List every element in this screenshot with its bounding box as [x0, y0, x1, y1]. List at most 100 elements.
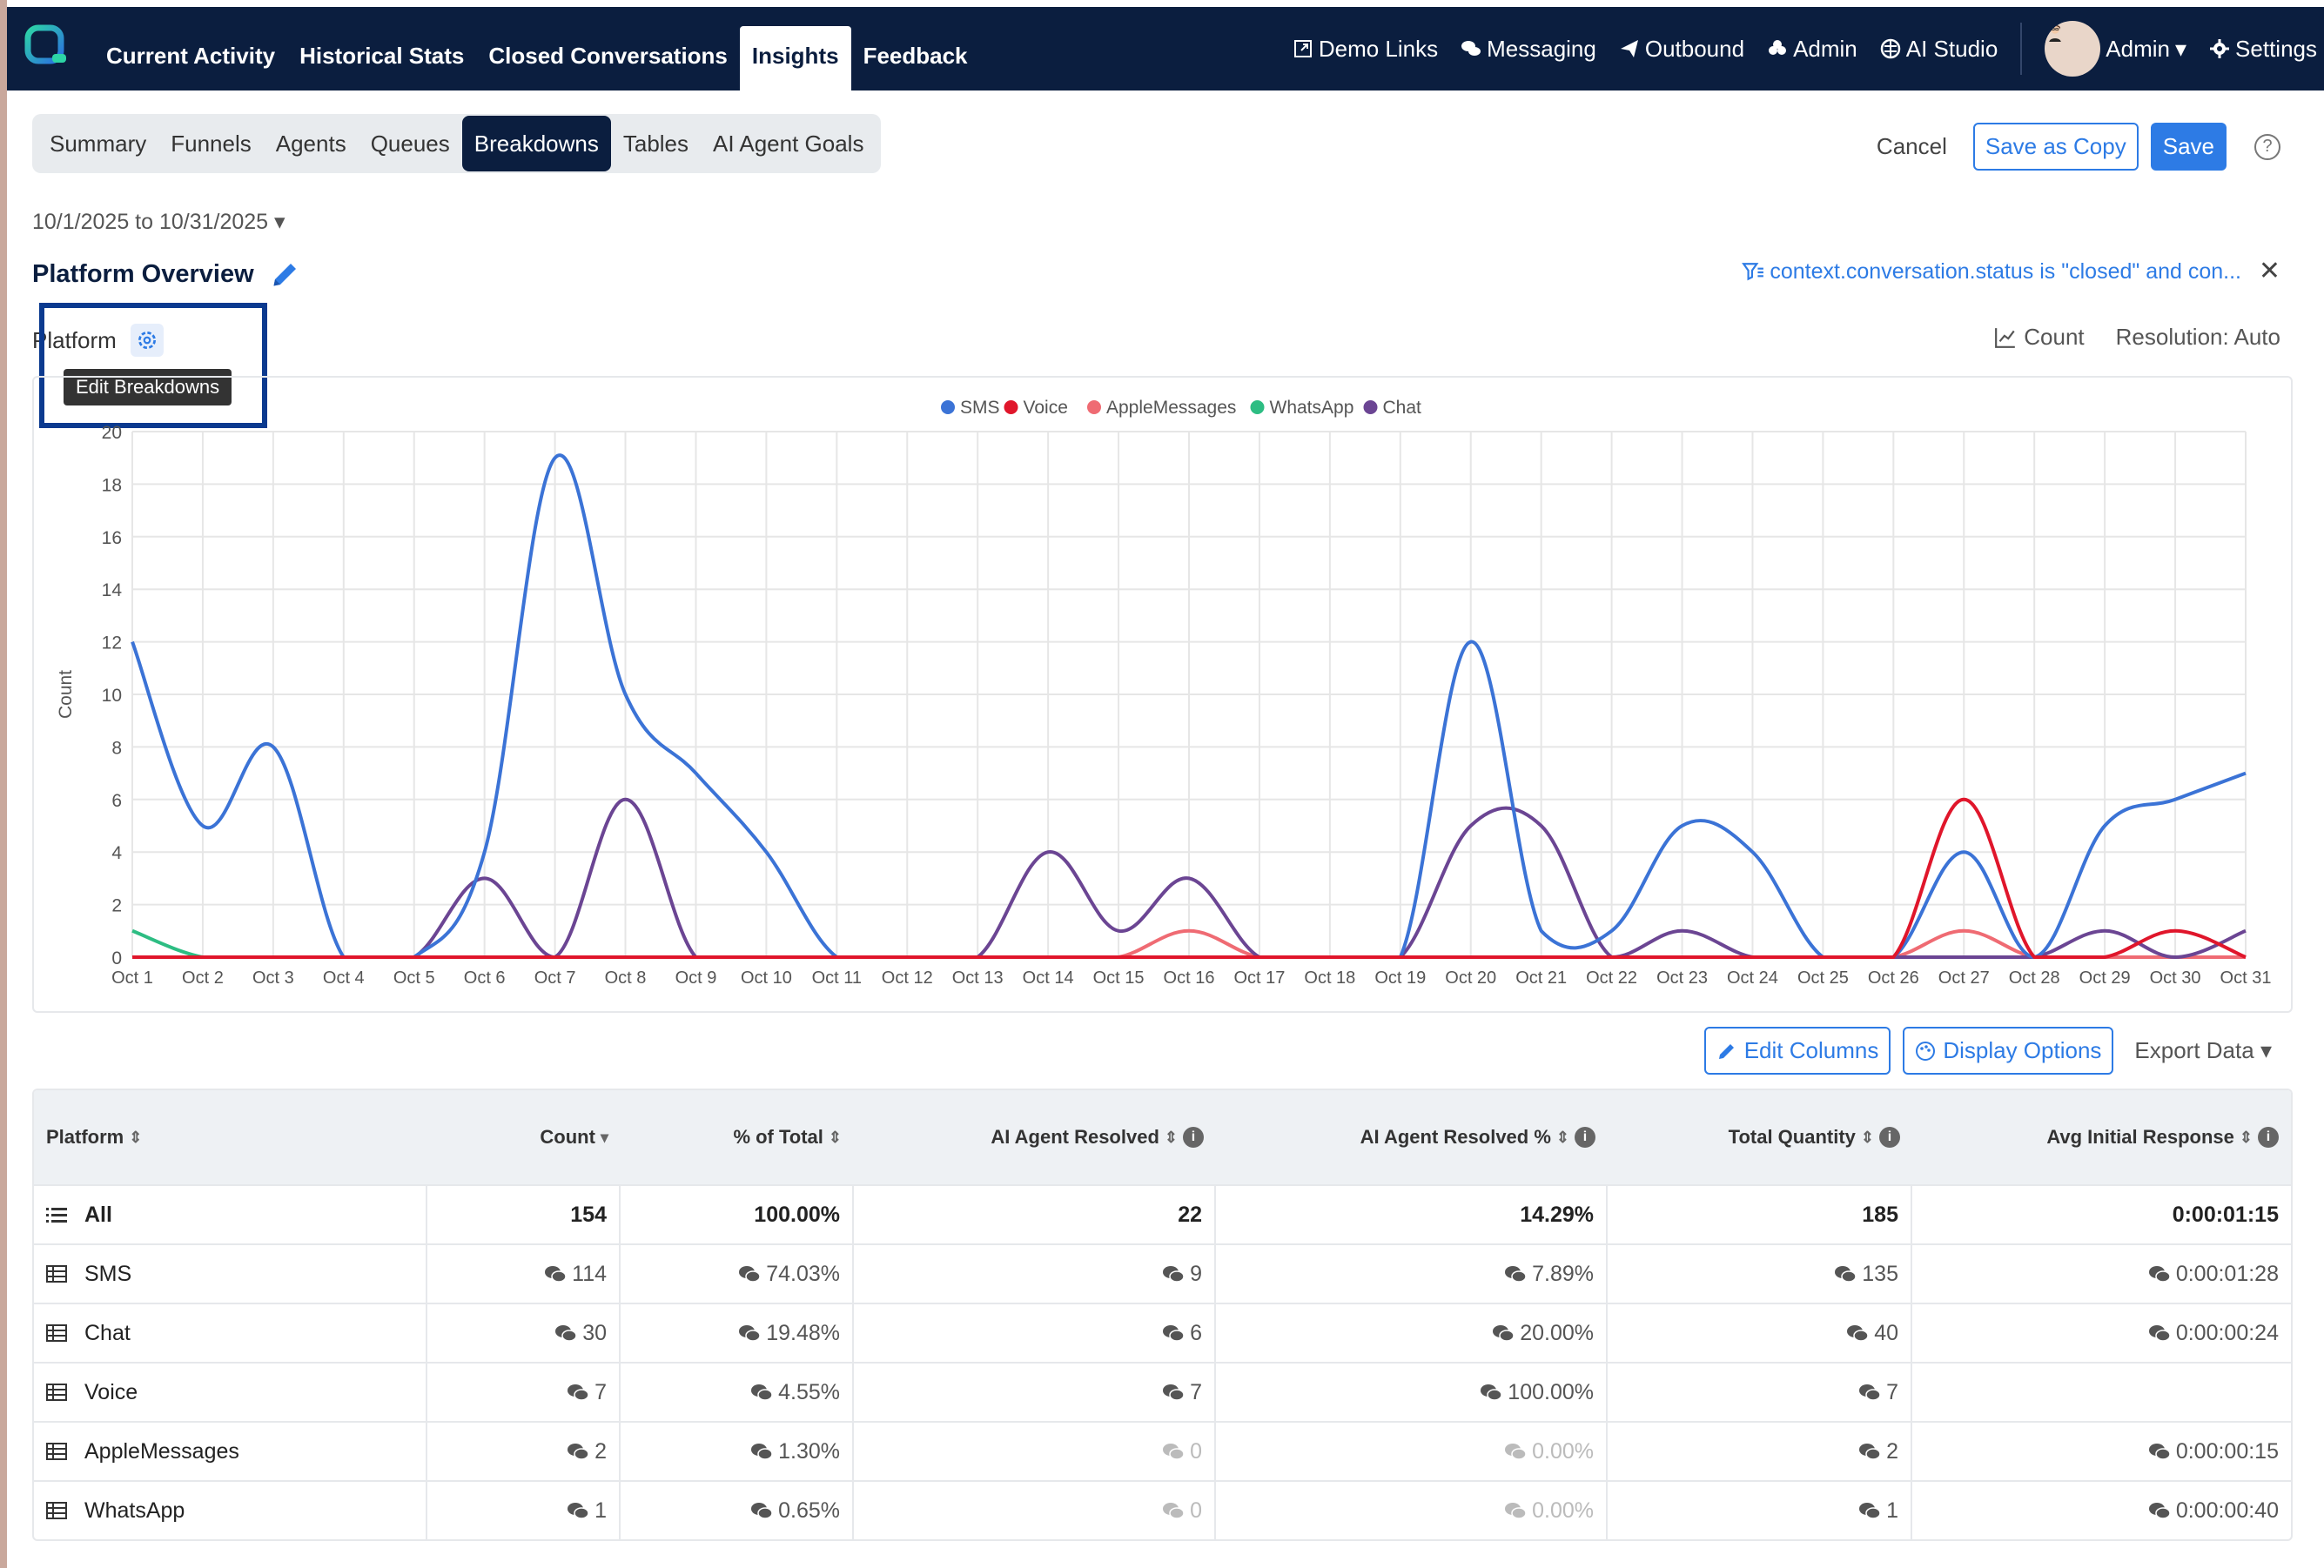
metric-selector[interactable]: Count	[1994, 324, 2085, 351]
help-icon[interactable]: ?	[2254, 133, 2280, 160]
table-icon	[46, 1324, 67, 1342]
tab-funnels[interactable]: Funnels	[171, 130, 252, 157]
table-row[interactable]: WhatsApp 1 0.65% 0 0.00% 1 0:00:00:40	[34, 1480, 2291, 1539]
table-row[interactable]: AppleMessages 2 1.30% 0 0.00% 2 0:00:00:15	[34, 1421, 2291, 1480]
x-tick-label: Oct 23	[1656, 968, 1708, 988]
nav-insights[interactable]: Insights	[739, 26, 851, 90]
admin-link[interactable]: Admin	[1767, 36, 1857, 63]
x-tick-label: Oct 1	[111, 968, 153, 988]
settings-link[interactable]: Settings	[2209, 36, 2317, 63]
column-header[interactable]: AI Agent Resolved % ⇕ i	[1216, 1090, 1608, 1184]
cell-value: 154	[570, 1202, 607, 1227]
platform-name: WhatsApp	[84, 1498, 185, 1523]
platform-cell: All	[34, 1186, 427, 1243]
y-tick-label: 2	[111, 896, 122, 916]
list-icon	[46, 1208, 67, 1223]
x-tick-label: Oct 19	[1374, 968, 1426, 988]
user-menu[interactable]: Admin ▾	[2045, 21, 2186, 77]
y-tick-label: 20	[102, 423, 122, 443]
date-range-picker[interactable]: 10/1/2025 to 10/31/2025 ▾	[32, 209, 285, 235]
table-cell: 0.00%	[1216, 1423, 1608, 1480]
filter-summary[interactable]: context.conversation.status is "closed" …	[1742, 259, 2241, 285]
legend-item: WhatsApp	[1270, 398, 1354, 418]
chat-bubbles-icon	[751, 1503, 773, 1519]
sort-icon[interactable]: ⇕	[828, 1128, 842, 1146]
resolution-selector[interactable]: Resolution: Auto	[2115, 324, 2280, 350]
table-cell: 0.65%	[621, 1482, 854, 1539]
sort-icon[interactable]: ⇕	[1860, 1128, 1874, 1146]
pencil-icon	[1718, 1043, 1734, 1059]
info-icon[interactable]: i	[2258, 1127, 2279, 1148]
column-header[interactable]: Count ▾	[427, 1090, 621, 1184]
table-row[interactable]: Chat 30 19.48% 6 20.00% 40 0:00:00:24	[34, 1303, 2291, 1362]
table-cell: 185	[1608, 1186, 1912, 1243]
tab-ai-agent-goals[interactable]: AI Agent Goals	[713, 130, 864, 157]
pencil-icon[interactable]	[270, 258, 301, 290]
table-row[interactable]: Voice 7 4.55% 7 100.00% 7	[34, 1362, 2291, 1421]
edit-columns-button[interactable]: Edit Columns	[1703, 1027, 1891, 1075]
table-cell: 1	[427, 1482, 621, 1539]
table-cell: 0:00:00:24	[1912, 1304, 2291, 1362]
outbound-label: Outbound	[1644, 35, 1745, 62]
cell-value: 100.00%	[754, 1202, 840, 1227]
gear-icon	[2210, 39, 2230, 58]
chat-bubbles-icon	[555, 1325, 577, 1342]
y-tick-label: 14	[102, 580, 123, 600]
messaging-link[interactable]: Messaging	[1461, 36, 1596, 63]
nav-historical-stats[interactable]: Historical Stats	[299, 43, 465, 69]
ai-studio-link[interactable]: AI Studio	[1880, 36, 1998, 63]
table-row[interactable]: SMS 114 74.03% 9 7.89% 135 0:00:01:28	[34, 1243, 2291, 1303]
y-tick-label: 16	[102, 528, 122, 548]
app-logo-icon[interactable]	[24, 24, 70, 70]
close-icon[interactable]: ✕	[2258, 257, 2280, 285]
info-icon[interactable]: i	[1879, 1127, 1900, 1148]
table-row[interactable]: All 154 100.00% 22 14.29% 185 0:00:01:15	[34, 1184, 2291, 1243]
x-tick-label: Oct 25	[1797, 968, 1849, 988]
edit-breakdowns-tooltip: Edit Breakdowns	[64, 369, 232, 405]
sort-icon[interactable]: ⇕	[1164, 1128, 1178, 1146]
column-header-label: Total Quantity	[1728, 1126, 1856, 1148]
sort-icon[interactable]: ⇕	[129, 1128, 143, 1146]
tab-breakdowns[interactable]: Breakdowns	[461, 116, 611, 171]
tab-queues[interactable]: Queues	[370, 130, 450, 157]
cell-value: 4.55%	[778, 1379, 840, 1404]
chat-bubbles-icon	[1859, 1503, 1881, 1519]
tab-agents[interactable]: Agents	[275, 130, 346, 157]
tab-summary[interactable]: Summary	[50, 130, 147, 157]
table-cell: 114	[427, 1245, 621, 1303]
column-header[interactable]: AI Agent Resolved ⇕ i	[854, 1090, 1216, 1184]
nav-current-activity[interactable]: Current Activity	[106, 43, 276, 69]
caret-down-icon: ▾	[2260, 1037, 2272, 1063]
sort-icon[interactable]: ⇕	[2239, 1128, 2253, 1146]
outbound-link[interactable]: Outbound	[1619, 36, 1744, 63]
column-header[interactable]: % of Total ⇕	[621, 1090, 854, 1184]
save-as-copy-button[interactable]: Save as Copy	[1972, 123, 2139, 171]
sort-icon[interactable]: ⇕	[1555, 1128, 1569, 1146]
info-icon[interactable]: i	[1183, 1127, 1204, 1148]
table-cell: 40	[1608, 1304, 1912, 1362]
cell-value: 30	[582, 1320, 607, 1345]
sort-desc-icon[interactable]: ▾	[600, 1128, 608, 1146]
cancel-button[interactable]: Cancel	[1876, 133, 1947, 159]
x-tick-label: Oct 6	[464, 968, 506, 988]
tab-tables[interactable]: Tables	[622, 130, 689, 157]
column-header[interactable]: Total Quantity ⇕ i	[1608, 1090, 1912, 1184]
info-icon[interactable]: i	[1575, 1127, 1595, 1148]
chat-bubbles-icon	[1163, 1266, 1185, 1283]
export-data-dropdown[interactable]: Export Data ▾	[2126, 1029, 2280, 1073]
nav-closed-conversations[interactable]: Closed Conversations	[488, 43, 728, 69]
x-tick-label: Oct 26	[1868, 968, 1919, 988]
demo-links-link[interactable]: Demo Links	[1293, 36, 1438, 63]
column-header[interactable]: Platform ⇕	[34, 1090, 427, 1184]
edit-breakdowns-gear-icon[interactable]	[130, 324, 164, 357]
column-header[interactable]: Avg Initial Response ⇕ i	[1912, 1090, 2291, 1184]
legend-item: Chat	[1383, 398, 1422, 418]
table-cell: 1	[1608, 1482, 1912, 1539]
cell-value: 135	[1862, 1261, 1898, 1286]
cell-value: 1	[1886, 1498, 1898, 1523]
display-options-button[interactable]: Display Options	[1903, 1027, 2114, 1075]
save-button[interactable]: Save	[2150, 123, 2227, 171]
settings-label: Settings	[2235, 35, 2317, 62]
nav-feedback[interactable]: Feedback	[863, 43, 968, 69]
chat-bubbles-icon	[1859, 1444, 1881, 1460]
